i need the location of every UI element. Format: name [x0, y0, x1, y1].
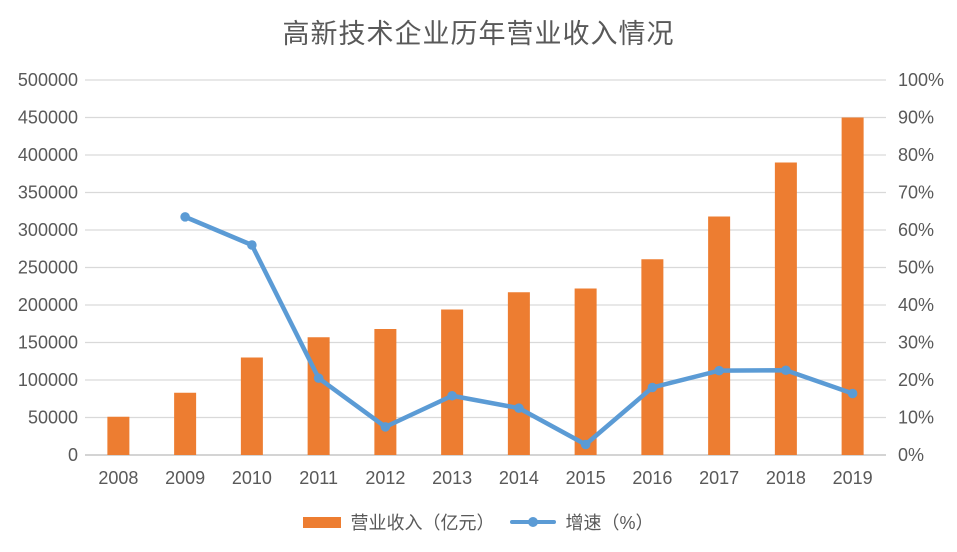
right-axis-label: 0% — [898, 445, 924, 465]
chart-title: 高新技术企业历年营业收入情况 — [282, 19, 675, 50]
growth-point-2009 — [180, 212, 190, 222]
legend: 营业收入（亿元） 增速（%） — [0, 509, 957, 535]
bar-2019 — [841, 117, 864, 455]
right-axis-label: 70% — [898, 183, 934, 203]
right-axis-label: 20% — [898, 370, 934, 390]
right-axis-label: 10% — [898, 408, 934, 428]
right-axis-label: 60% — [898, 220, 934, 240]
growth-point-2014 — [514, 403, 524, 413]
bar-2014 — [507, 292, 530, 455]
growth-point-2016 — [647, 382, 658, 393]
left-axis-label: 350000 — [18, 183, 78, 203]
growth-point-2011 — [313, 373, 324, 383]
x-axis-label: 2011 — [299, 468, 338, 488]
right-axis-label: 100% — [898, 70, 944, 90]
left-axis-label: 0 — [68, 445, 78, 465]
left-axis-label: 450000 — [18, 108, 78, 128]
left-axis-label: 150000 — [18, 333, 78, 353]
legend-item-revenue: 营业收入（亿元） — [303, 509, 494, 535]
x-axis-label: 2010 — [232, 468, 272, 488]
x-axis-label: 2017 — [699, 468, 739, 488]
line-marker-icon — [528, 517, 539, 527]
right-axis-label: 50% — [898, 258, 934, 278]
right-axis-label: 80% — [898, 145, 934, 165]
growth-point-2013 — [447, 390, 457, 401]
left-axis-label: 400000 — [18, 145, 78, 165]
bar-2011 — [307, 337, 330, 455]
legend-item-growth: 增速（%） — [510, 509, 654, 535]
left-axis-label: 200000 — [18, 295, 78, 315]
bar-series-swatch-icon — [303, 516, 342, 528]
growth-point-2019 — [847, 388, 858, 399]
left-axis-label: 250000 — [18, 258, 78, 278]
bar-2018 — [774, 162, 797, 455]
line-series-swatch-icon — [510, 517, 557, 527]
left-axis-label: 300000 — [18, 220, 78, 240]
x-axis-label: 2013 — [432, 468, 472, 488]
bar-2012 — [374, 329, 397, 455]
x-axis-label: 2008 — [98, 468, 138, 488]
right-axis-label: 90% — [898, 108, 934, 128]
growth-point-2012 — [380, 422, 391, 432]
right-axis-label: 30% — [898, 333, 934, 353]
bar-2015 — [574, 288, 597, 455]
left-axis-label: 100000 — [18, 370, 78, 390]
x-axis-label: 2019 — [833, 468, 873, 488]
growth-point-2015 — [580, 439, 591, 450]
x-axis-label: 2012 — [365, 468, 405, 488]
x-axis-label: 2009 — [165, 468, 205, 488]
growth-point-2018 — [781, 365, 791, 376]
left-axis-label: 50000 — [28, 408, 78, 428]
bar-2009 — [174, 392, 197, 455]
x-axis-label: 2014 — [499, 468, 539, 488]
bar-2013 — [441, 309, 464, 455]
growth-point-2010 — [247, 240, 257, 250]
bar-2017 — [708, 216, 731, 455]
bar-2010 — [240, 357, 263, 455]
right-axis-label: 40% — [898, 295, 934, 315]
left-axis-label: 500000 — [18, 70, 78, 90]
x-axis-label: 2018 — [766, 468, 806, 488]
x-axis-label: 2016 — [632, 468, 672, 488]
growth-point-2017 — [714, 365, 724, 376]
legend-label-revenue: 营业收入（亿元） — [350, 513, 495, 533]
x-axis-label: 2015 — [566, 468, 606, 488]
bar-2008 — [107, 416, 130, 455]
legend-label-growth: 增速（%） — [565, 513, 654, 533]
bar-2016 — [641, 259, 664, 455]
